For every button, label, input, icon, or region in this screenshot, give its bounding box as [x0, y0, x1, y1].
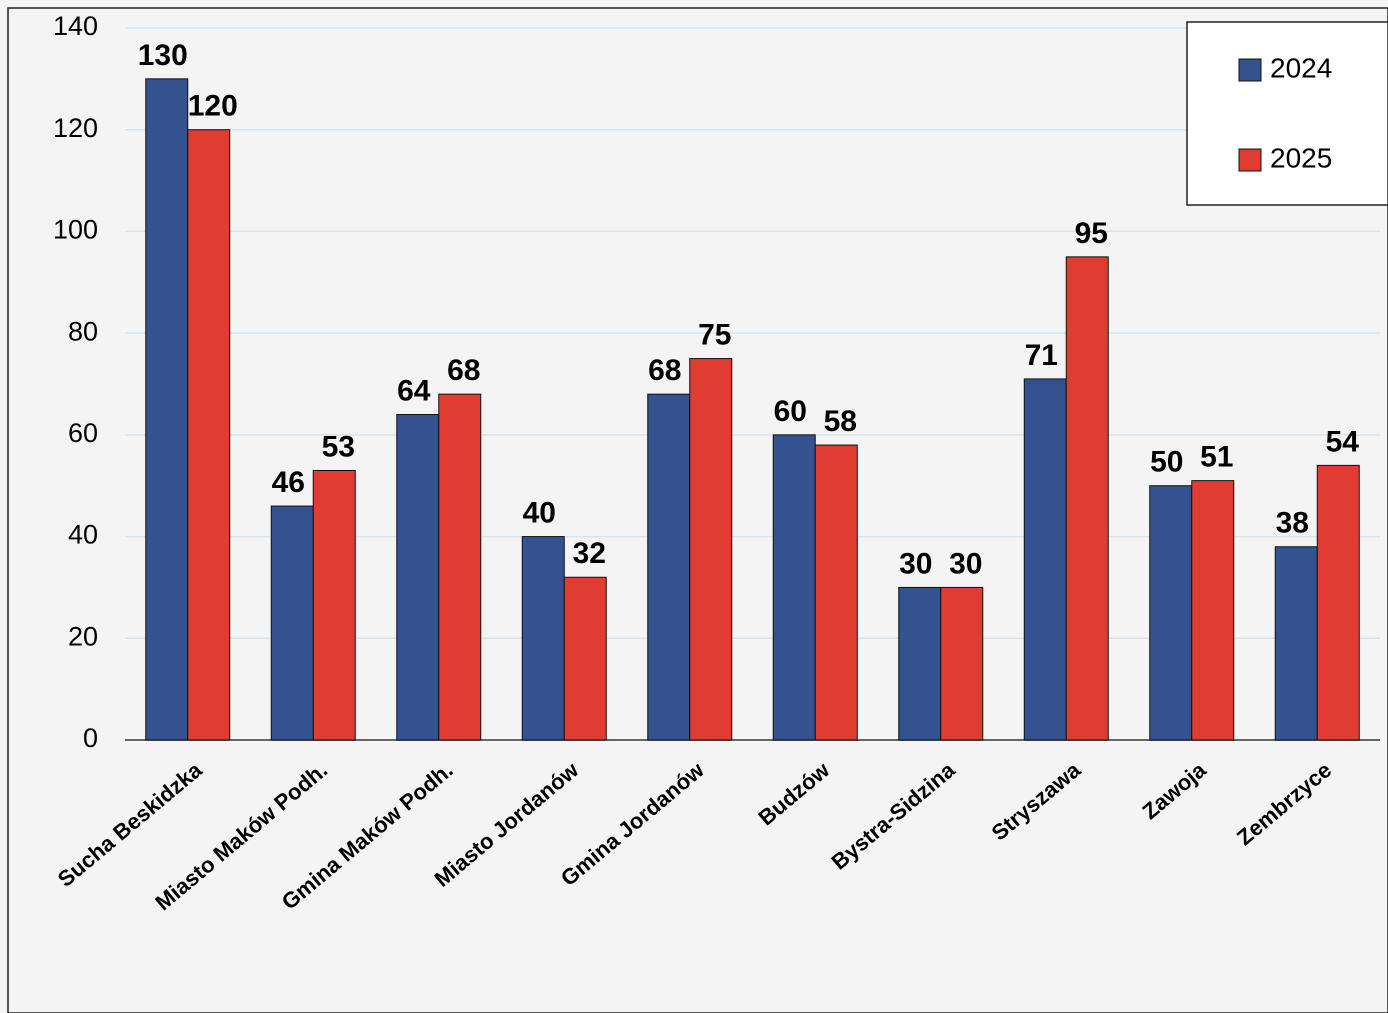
bar: [564, 577, 606, 740]
bar: [1024, 379, 1066, 740]
bar: [1066, 257, 1108, 740]
bar: [271, 506, 313, 740]
y-tick-label: 100: [53, 215, 98, 245]
bar: [1275, 547, 1317, 740]
bar: [146, 79, 188, 740]
legend-swatch: [1239, 149, 1261, 171]
bar: [439, 394, 481, 740]
page: 020406080100120140Sucha Beskidzka130120M…: [0, 0, 1388, 1013]
bar: [648, 394, 690, 740]
value-label: 75: [698, 318, 731, 351]
value-label: 64: [397, 374, 431, 407]
y-tick-label: 80: [68, 316, 98, 346]
bar: [1150, 486, 1192, 740]
value-label: 60: [774, 395, 807, 428]
bar: [773, 435, 815, 740]
bar: [815, 445, 857, 740]
value-label: 58: [824, 405, 857, 438]
y-tick-label: 40: [68, 520, 98, 550]
value-label: 40: [523, 496, 556, 529]
value-label: 51: [1200, 441, 1233, 474]
value-label: 46: [272, 466, 305, 499]
legend-label: 2025: [1270, 142, 1332, 173]
value-label: 68: [447, 354, 480, 387]
value-label: 32: [573, 537, 606, 570]
value-label: 54: [1326, 425, 1360, 458]
y-tick-label: 0: [83, 723, 98, 753]
value-label: 38: [1276, 507, 1309, 540]
bar: [899, 587, 941, 740]
bar: [941, 587, 983, 740]
bar: [522, 537, 564, 740]
bar: [313, 470, 355, 740]
legend-box: [1187, 22, 1388, 205]
chart: 020406080100120140Sucha Beskidzka130120M…: [0, 0, 1388, 1013]
bar: [397, 415, 439, 740]
legend-label: 2024: [1270, 52, 1332, 83]
legend-swatch: [1239, 59, 1261, 81]
y-tick-label: 140: [53, 11, 98, 41]
value-label: 30: [899, 547, 932, 580]
bar: [1317, 465, 1359, 740]
value-label: 50: [1150, 446, 1183, 479]
value-label: 53: [322, 430, 355, 463]
value-label: 95: [1075, 217, 1108, 250]
value-label: 30: [949, 547, 982, 580]
y-tick-label: 20: [68, 621, 98, 651]
value-label: 71: [1025, 339, 1058, 372]
bar: [1192, 481, 1234, 740]
y-tick-label: 120: [53, 113, 98, 143]
bar: [188, 130, 230, 740]
bar: [690, 359, 732, 740]
value-label: 130: [138, 39, 188, 72]
value-label: 120: [188, 90, 238, 123]
value-label: 68: [648, 354, 681, 387]
y-tick-label: 60: [68, 418, 98, 448]
